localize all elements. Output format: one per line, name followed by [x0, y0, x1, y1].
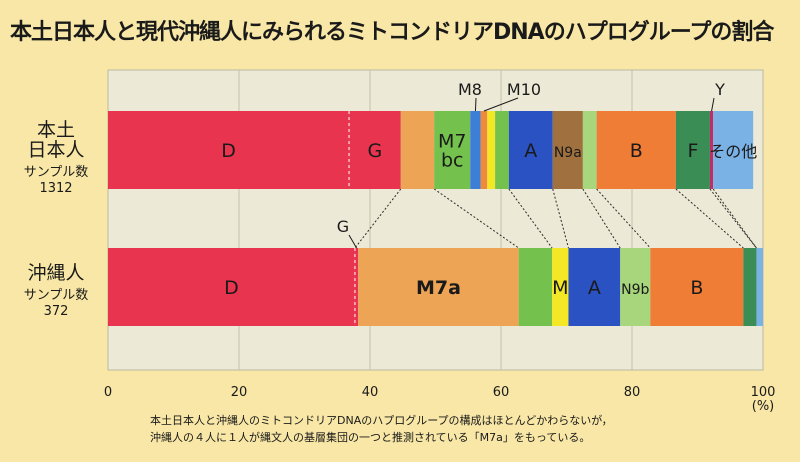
row-label: 日本人: [27, 139, 84, 161]
bar-segment: [470, 111, 481, 189]
connector-line: [433, 188, 519, 249]
row-label: 沖縄人: [27, 262, 84, 284]
bar-segment: [108, 248, 355, 326]
callouts: M8 M10 Y G: [337, 80, 725, 249]
connector-line: [354, 188, 402, 249]
segment-label: D: [224, 277, 239, 299]
callout-label: M10: [507, 80, 541, 99]
bar-segment: [596, 111, 676, 189]
row-label: 372: [44, 304, 69, 319]
row-label: 本土: [37, 119, 75, 141]
x-axis-ticks: 0 20 40 60 80 100(%): [104, 385, 776, 414]
bar-segment: [552, 111, 583, 189]
segment-label: bc: [441, 150, 464, 172]
bar-segment: [743, 248, 757, 326]
callout-label: M8: [458, 80, 482, 99]
chart-title: 本土日本人と現代沖縄人にみられるミトコンドリアDNAのハプログループの割合: [10, 20, 774, 45]
bar-segment: [349, 111, 401, 189]
callout-leader: [474, 97, 477, 112]
callout-label: Y: [714, 80, 725, 99]
connector-line: [712, 188, 757, 249]
bar-segment: [354, 248, 359, 326]
bar-segment: [495, 111, 509, 189]
connector-line: [675, 188, 744, 249]
bar-segment: [756, 248, 763, 326]
bar-segment: [582, 111, 597, 189]
bar-segment: [358, 248, 519, 326]
x-tick-label: 0: [104, 385, 112, 400]
caption: 本土日本人と沖縄人のミトコンドリアDNAのハプログループの構成はほとんどかわらな…: [150, 412, 613, 446]
segment-label: M7: [438, 131, 466, 153]
segment-label: A: [588, 277, 601, 299]
bar-segment: [552, 248, 569, 326]
connector-line: [596, 188, 651, 249]
segment-label: その他: [709, 142, 757, 161]
callout-label: G: [337, 217, 349, 236]
x-tick-label: 100: [751, 385, 776, 400]
segment-label: D: [221, 140, 236, 162]
segment-label: F: [687, 140, 698, 162]
bar-segment: [480, 111, 488, 189]
bar-segment: [508, 111, 553, 189]
bar-segment: [709, 111, 714, 189]
row-label: 1312: [39, 181, 72, 196]
x-tick-label: 40: [362, 385, 379, 400]
callout-leader: [711, 97, 715, 112]
bar-segment: [400, 111, 435, 189]
caption-line: 沖縄人の４人に１人が縄文人の基層集団の一つと推測されている「M7a」をもっている…: [150, 431, 591, 444]
segment-label: M: [552, 277, 568, 299]
x-tick-label: 80: [624, 385, 641, 400]
segment-label: N9a: [554, 145, 582, 161]
bar-segment: [620, 248, 651, 326]
segment-label: B: [630, 140, 643, 162]
callout-leader: [348, 234, 358, 249]
segment-label: G: [368, 140, 383, 162]
connector-lines: [354, 188, 757, 249]
segment-label: M7a: [416, 277, 461, 299]
bar-segment: [487, 111, 496, 189]
bar-segment: [518, 248, 553, 326]
x-tick-label: 20: [231, 385, 248, 400]
x-tick-label: 60: [493, 385, 510, 400]
connector-line: [508, 188, 553, 249]
x-unit-label: (%): [752, 399, 775, 414]
segment-label: N9b: [621, 282, 649, 298]
bar-segment: [675, 111, 710, 189]
bar-segment: [108, 111, 350, 189]
segment-label: A: [524, 140, 537, 162]
row-label: サンプル数: [24, 288, 89, 303]
row-label: サンプル数: [24, 165, 89, 180]
caption-line: 本土日本人と沖縄人のミトコンドリアDNAのハプログループの構成はほとんどかわらな…: [150, 414, 613, 427]
bar-segment: [650, 248, 744, 326]
segment-label: B: [690, 277, 703, 299]
bar-segment: [434, 111, 471, 189]
callout-leader: [483, 97, 519, 112]
bar-segment: [568, 248, 621, 326]
bar-segment: [713, 111, 754, 189]
connector-line: [709, 188, 757, 249]
